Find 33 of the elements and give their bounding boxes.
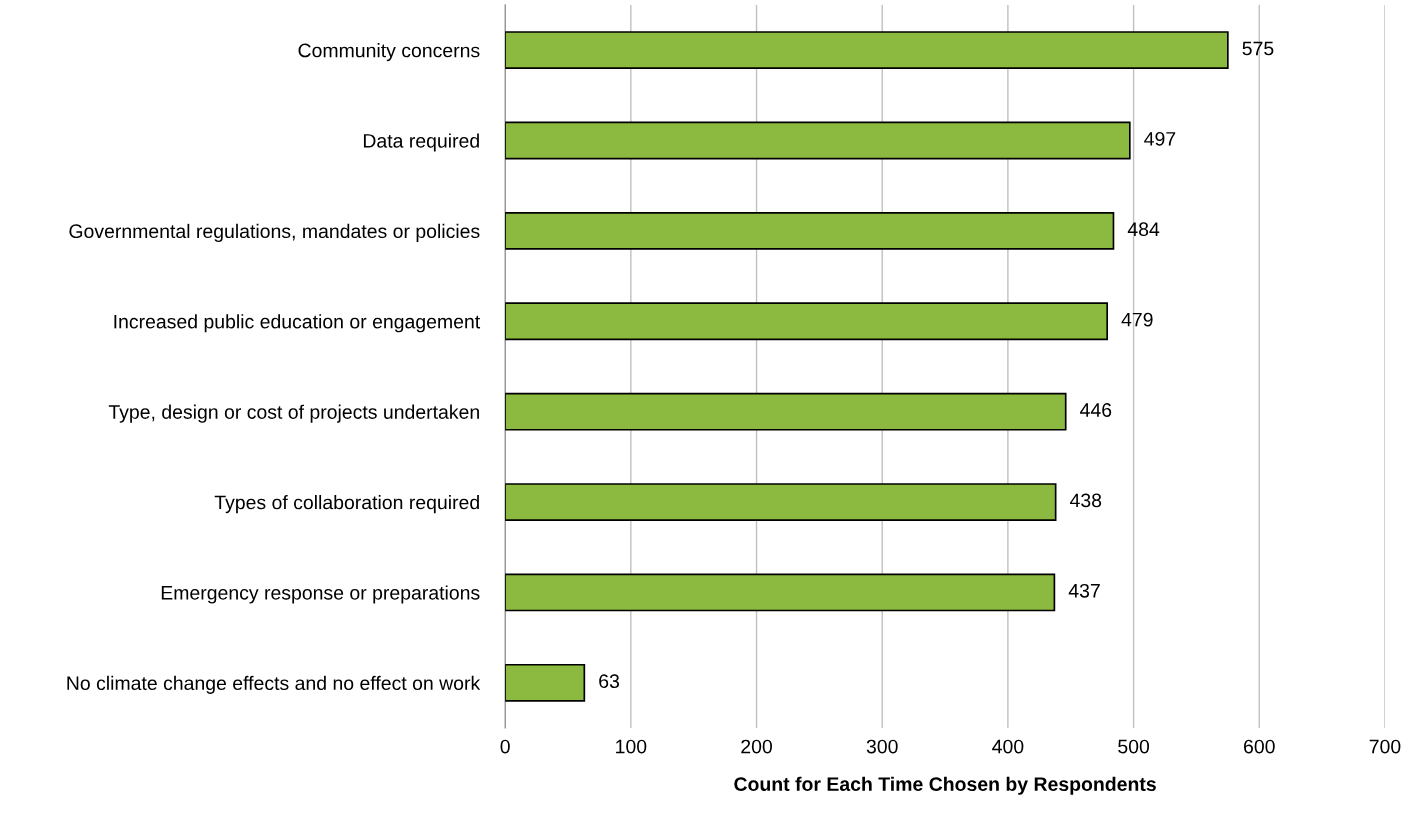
bar: [505, 483, 1057, 521]
x-tick-label: 100: [616, 739, 647, 754]
x-tick-label: 500: [1118, 739, 1150, 754]
x-axis-title: Count for Each Time Chosen by Respondents: [734, 776, 1156, 795]
data-label: 63: [599, 674, 620, 689]
y-tick-label: Types of collaboration required: [214, 495, 479, 514]
bar: [505, 392, 1067, 431]
y-tick-label: Community concerns: [298, 43, 480, 62]
bar: [505, 663, 586, 702]
bar: [505, 31, 1229, 70]
y-tick-label: No climate change effects and no effect on work: [67, 675, 481, 694]
data-label: 497: [1144, 131, 1176, 146]
data-label: 479: [1121, 312, 1153, 327]
y-tick-label: Emergency response or preparations: [161, 585, 480, 604]
x-tick-label: 300: [866, 739, 898, 754]
y-tick-label: Type, design or cost of projects undertaken: [108, 404, 479, 423]
data-label: 437: [1068, 583, 1100, 598]
bar: [505, 302, 1109, 341]
data-label: 575: [1242, 41, 1274, 56]
y-tick-label: Governmental regulations, mandates or policies: [69, 223, 480, 242]
x-tick-label: 700: [1369, 739, 1401, 754]
data-label: 484: [1127, 222, 1160, 237]
bar: [505, 211, 1115, 250]
bar: [505, 121, 1131, 160]
data-label: 438: [1069, 493, 1102, 508]
y-tick-label: Increased public education or engagement: [114, 314, 481, 333]
y-tick-label: Data required: [363, 133, 479, 152]
data-label: 446: [1080, 403, 1112, 417]
x-tick-label: 0: [500, 739, 510, 754]
x-tick-label: 400: [992, 739, 1024, 754]
bar: [505, 573, 1056, 612]
x-tick-label: 600: [1244, 739, 1275, 754]
x-tick-label: 200: [741, 739, 772, 754]
